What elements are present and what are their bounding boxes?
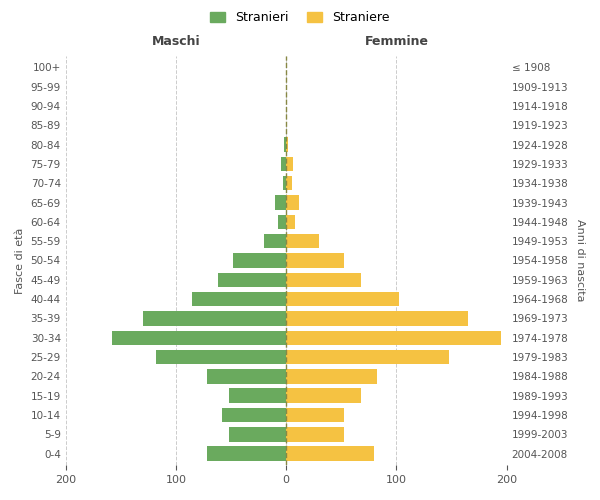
Bar: [283, 176, 286, 190]
Bar: [193, 292, 286, 306]
Bar: [218, 272, 286, 287]
Bar: [286, 446, 374, 461]
Bar: [286, 311, 468, 326]
Bar: [286, 156, 293, 171]
Bar: [286, 196, 299, 210]
Bar: [207, 446, 286, 461]
Text: Femmine: Femmine: [364, 34, 428, 48]
Bar: [286, 138, 289, 152]
Bar: [286, 427, 344, 442]
Bar: [143, 311, 286, 326]
Legend: Stranieri, Straniere: Stranieri, Straniere: [205, 6, 395, 29]
Bar: [207, 369, 286, 384]
Bar: [286, 292, 398, 306]
Bar: [286, 253, 344, 268]
Y-axis label: Fasce di età: Fasce di età: [15, 228, 25, 294]
Bar: [264, 234, 286, 248]
Bar: [229, 427, 286, 442]
Bar: [278, 214, 286, 229]
Bar: [233, 253, 286, 268]
Bar: [286, 214, 295, 229]
Bar: [275, 196, 286, 210]
Bar: [286, 408, 344, 422]
Bar: [222, 408, 286, 422]
Bar: [286, 272, 361, 287]
Bar: [286, 176, 292, 190]
Bar: [281, 156, 286, 171]
Bar: [286, 388, 361, 403]
Bar: [112, 330, 286, 345]
Bar: [286, 369, 377, 384]
Bar: [286, 234, 319, 248]
Bar: [156, 350, 286, 364]
Text: Maschi: Maschi: [152, 34, 200, 48]
Bar: [229, 388, 286, 403]
Bar: [284, 138, 286, 152]
Bar: [286, 350, 449, 364]
Y-axis label: Anni di nascita: Anni di nascita: [575, 219, 585, 302]
Bar: [286, 330, 501, 345]
